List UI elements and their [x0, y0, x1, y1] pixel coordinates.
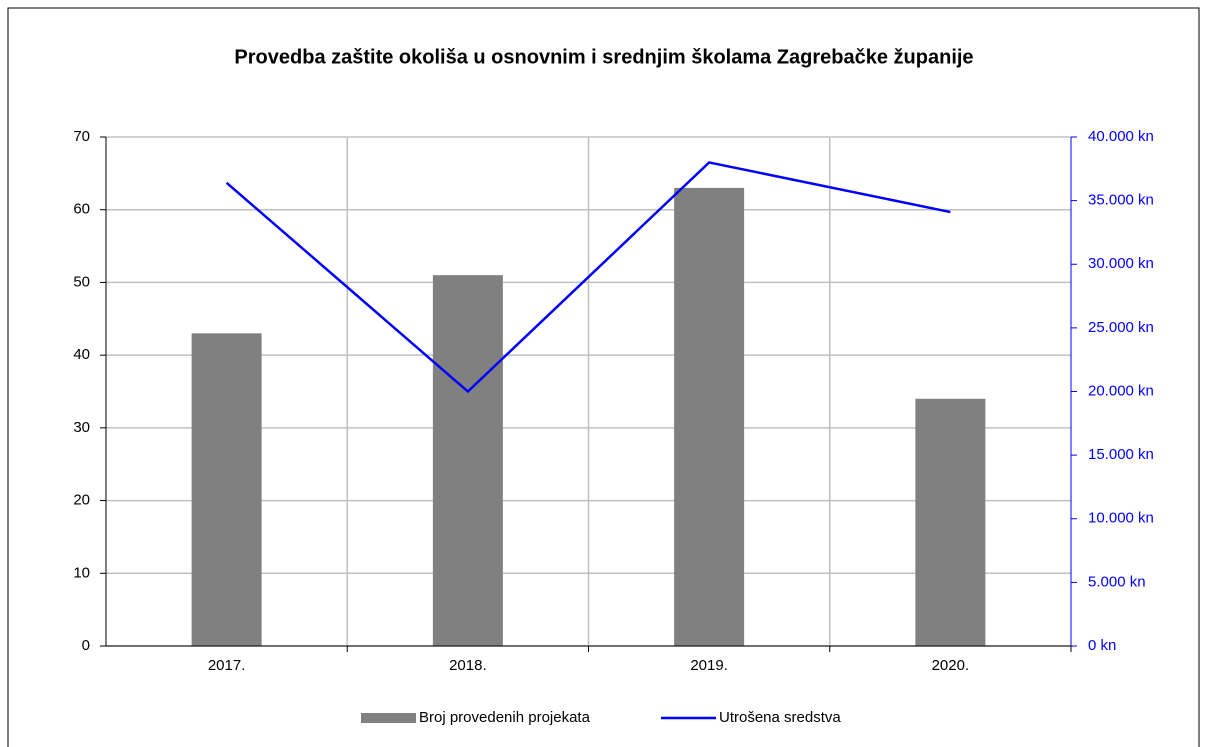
- y2-tick-label: 15.000 kn: [1088, 446, 1154, 463]
- y-tick-label: 10: [73, 564, 90, 581]
- y-tick-label: 0: [82, 637, 90, 654]
- y-tick-label: 40: [73, 346, 90, 363]
- y2-tick-label: 25.000 kn: [1088, 319, 1154, 336]
- x-tick-label: 2018.: [449, 657, 487, 674]
- bar: [674, 187, 745, 646]
- x-tick-label: 2017.: [208, 657, 246, 674]
- legend-label: Utrošena sredstva: [719, 709, 841, 726]
- y-tick-label: 30: [73, 419, 90, 436]
- y2-tick-label: 20.000 kn: [1088, 382, 1154, 399]
- y-tick-label: 20: [73, 492, 90, 509]
- y2-tick-label: 5.000 kn: [1088, 573, 1146, 590]
- x-tick-label: 2019.: [690, 657, 728, 674]
- x-tick-label: 2020.: [932, 657, 970, 674]
- legend-swatch: [361, 713, 416, 723]
- y2-tick-label: 10.000 kn: [1088, 510, 1154, 527]
- bar: [432, 275, 503, 646]
- y2-tick-label: 30.000 kn: [1088, 255, 1154, 272]
- y2-tick-label: 0 kn: [1088, 637, 1116, 654]
- y2-tick-label: 35.000 kn: [1088, 192, 1154, 209]
- line: [225, 161, 951, 394]
- legend-label: Broj provedenih projekata: [419, 709, 591, 726]
- y-tick-label: 60: [73, 201, 90, 218]
- bar: [915, 398, 986, 646]
- y-tick-label: 50: [73, 273, 90, 290]
- chart-frame: [7, 7, 1200, 747]
- y-tick-label: 70: [73, 128, 90, 145]
- chart-title: Provedba zaštite okoliša u osnovnim i sr…: [234, 46, 973, 68]
- y2-tick-label: 40.000 kn: [1088, 128, 1154, 145]
- bar: [191, 333, 262, 646]
